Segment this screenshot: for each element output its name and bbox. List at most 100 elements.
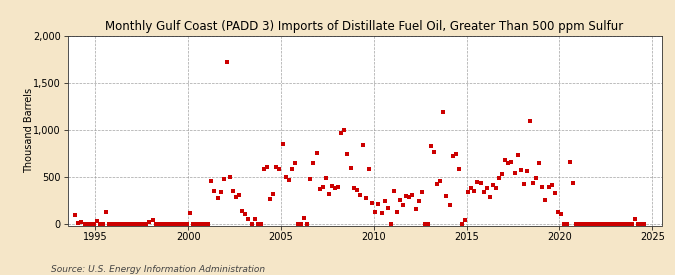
Point	[580, 221, 591, 226]
Point	[352, 188, 362, 192]
Point	[506, 160, 517, 164]
Point	[500, 158, 511, 162]
Title: Monthly Gulf Coast (PADD 3) Imports of Distillate Fuel Oil, Greater Than 500 ppm: Monthly Gulf Coast (PADD 3) Imports of D…	[105, 20, 624, 33]
Point	[153, 221, 164, 226]
Point	[583, 221, 594, 226]
Point	[605, 221, 616, 226]
Point	[249, 217, 260, 221]
Point	[268, 191, 279, 196]
Point	[234, 192, 244, 197]
Point	[546, 183, 557, 187]
Point	[481, 186, 492, 190]
Point	[181, 221, 192, 226]
Point	[240, 212, 251, 216]
Point	[618, 221, 628, 226]
Point	[633, 221, 644, 226]
Point	[345, 166, 356, 170]
Point	[599, 221, 610, 226]
Point	[290, 160, 300, 165]
Point	[144, 219, 155, 224]
Point	[568, 181, 578, 185]
Point	[441, 194, 452, 199]
Point	[246, 221, 257, 226]
Point	[624, 221, 634, 226]
Point	[225, 174, 236, 179]
Point	[308, 160, 319, 165]
Point	[107, 221, 117, 226]
Point	[76, 220, 87, 224]
Point	[157, 221, 167, 226]
Point	[274, 167, 285, 171]
Point	[172, 221, 183, 226]
Point	[175, 221, 186, 226]
Point	[593, 221, 603, 226]
Point	[348, 186, 359, 190]
Point	[336, 130, 347, 135]
Point	[463, 189, 474, 194]
Point	[188, 221, 198, 226]
Point	[163, 221, 173, 226]
Point	[95, 221, 105, 226]
Point	[432, 182, 443, 186]
Point	[82, 221, 93, 226]
Point	[549, 190, 560, 195]
Point	[358, 142, 369, 147]
Point	[119, 221, 130, 226]
Text: Source: U.S. Energy Information Administration: Source: U.S. Energy Information Administ…	[51, 265, 265, 274]
Point	[385, 221, 396, 226]
Point	[577, 221, 588, 226]
Point	[73, 221, 84, 225]
Point	[243, 217, 254, 221]
Point	[410, 207, 421, 211]
Point	[178, 221, 189, 226]
Point	[132, 221, 142, 226]
Point	[323, 191, 334, 196]
Point	[398, 203, 408, 207]
Point	[367, 201, 377, 205]
Point	[612, 221, 622, 226]
Point	[311, 151, 322, 155]
Point	[231, 195, 242, 200]
Point	[159, 221, 170, 226]
Point	[512, 153, 523, 157]
Point	[302, 221, 313, 226]
Point	[280, 174, 291, 179]
Point	[524, 119, 535, 123]
Point	[636, 221, 647, 226]
Point	[126, 221, 136, 226]
Point	[534, 160, 545, 165]
Point	[540, 198, 551, 202]
Point	[265, 197, 275, 201]
Point	[416, 189, 427, 194]
Point	[509, 171, 520, 175]
Point	[630, 217, 641, 221]
Point	[373, 202, 384, 206]
Point	[110, 221, 121, 226]
Point	[166, 221, 177, 226]
Point	[413, 199, 424, 203]
Point	[135, 221, 146, 226]
Point	[370, 210, 381, 214]
Point	[485, 195, 495, 200]
Point	[448, 154, 458, 158]
Point	[203, 221, 214, 226]
Point	[435, 179, 446, 183]
Point	[141, 221, 152, 226]
Point	[227, 189, 238, 193]
Point	[342, 152, 353, 156]
Point	[392, 210, 402, 214]
Point	[321, 175, 331, 180]
Point	[404, 195, 414, 200]
Point	[596, 221, 607, 226]
Point	[333, 185, 344, 189]
Point	[426, 144, 437, 148]
Point	[221, 60, 232, 64]
Point	[376, 211, 387, 216]
Point	[608, 221, 619, 226]
Point	[565, 160, 576, 164]
Point	[354, 193, 365, 198]
Point	[104, 221, 115, 226]
Point	[169, 221, 180, 226]
Point	[190, 221, 201, 226]
Point	[212, 196, 223, 200]
